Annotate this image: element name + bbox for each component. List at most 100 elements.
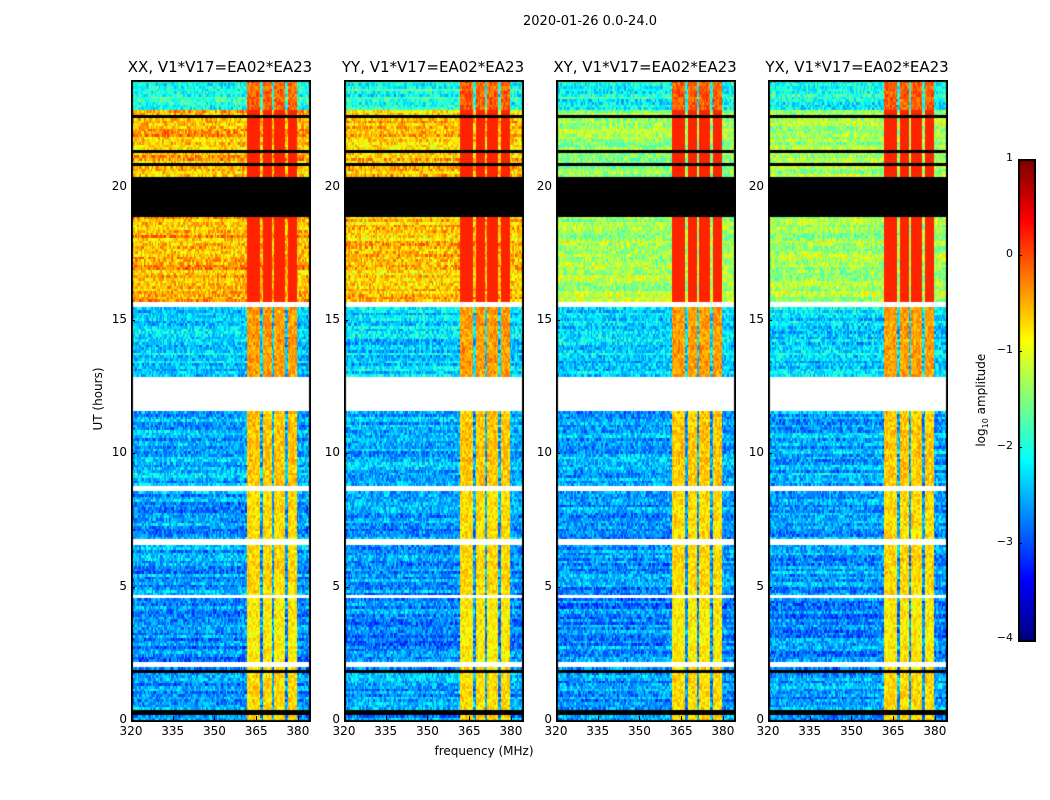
x-tick-mark — [172, 716, 174, 720]
x-tick-label: 380 — [711, 724, 735, 738]
x-tick-mark — [427, 716, 429, 720]
y-tick-mark — [556, 186, 560, 188]
colorbar-tick-mark — [1018, 543, 1022, 544]
y-tick-mark — [131, 453, 135, 455]
x-tick-label: 380 — [499, 724, 523, 738]
x-tick-mark — [131, 716, 132, 720]
colorbar-tick-label: −1 — [996, 343, 1013, 356]
panel-title: XY, V1*V17=EA02*EA23 — [553, 58, 737, 76]
y-tick-label: 10 — [748, 445, 764, 460]
x-tick-label: 320 — [332, 724, 356, 738]
x-axis-label: frequency (MHz) — [434, 744, 534, 758]
x-tick-mark — [809, 716, 811, 720]
x-tick-label: 365 — [669, 724, 693, 738]
x-tick-mark — [597, 716, 599, 720]
y-tick-mark — [768, 453, 772, 455]
x-tick-label: 320 — [756, 724, 780, 738]
y-tick-label: 5 — [119, 578, 127, 593]
y-tick-mark — [768, 186, 772, 188]
panel-title: YX, V1*V17=EA02*EA23 — [765, 58, 949, 76]
panel-title: XX, V1*V17=EA02*EA23 — [127, 58, 313, 76]
y-tick-label: 0 — [544, 712, 552, 726]
colorbar-tick-mark — [1018, 159, 1022, 160]
y-tick-label: 10 — [111, 445, 127, 460]
figure-title: 2020-01-26 0.0-24.0 — [523, 14, 657, 29]
x-tick-label: 335 — [161, 724, 185, 738]
y-tick-mark — [131, 320, 135, 321]
y-tick-mark — [344, 586, 348, 588]
colorbar-tick-label: −4 — [996, 631, 1013, 644]
y-tick-mark — [131, 586, 135, 588]
y-tick-label: 15 — [324, 312, 340, 326]
y-tick-mark — [344, 186, 348, 188]
y-tick-label: 20 — [748, 178, 764, 193]
y-tick-mark — [556, 320, 560, 321]
x-tick-label: 365 — [244, 724, 268, 738]
panel-title: YY, V1*V17=EA02*EA23 — [341, 58, 525, 76]
y-tick-label: 0 — [119, 712, 127, 726]
y-tick-mark — [344, 320, 348, 321]
x-tick-label: 335 — [374, 724, 398, 738]
spectrogram-panel — [344, 80, 524, 722]
y-tick-mark — [768, 586, 772, 588]
x-tick-mark — [851, 716, 853, 720]
x-tick-label: 365 — [881, 724, 905, 738]
y-tick-label: 15 — [536, 312, 552, 326]
y-tick-label: 5 — [332, 578, 340, 593]
x-tick-label: 335 — [798, 724, 822, 738]
y-tick-label: 5 — [544, 578, 552, 593]
y-tick-label: 20 — [324, 178, 340, 193]
y-tick-mark — [556, 720, 560, 721]
y-tick-label: 15 — [748, 312, 764, 326]
x-tick-label: 380 — [923, 724, 947, 738]
y-tick-mark — [556, 453, 560, 455]
colorbar-tick-label: −2 — [996, 439, 1013, 452]
y-tick-label: 20 — [111, 178, 127, 193]
x-tick-label: 320 — [119, 724, 143, 738]
x-tick-label: 335 — [586, 724, 610, 738]
spectrogram-panel — [768, 80, 948, 722]
colorbar-tick-mark — [1018, 351, 1022, 352]
y-tick-label: 0 — [332, 712, 340, 726]
x-tick-mark — [256, 716, 258, 720]
colorbar-tick-label: 0 — [1006, 247, 1013, 260]
y-tick-label: 5 — [756, 578, 764, 593]
x-tick-mark — [768, 716, 769, 720]
spectrogram-panel — [131, 80, 311, 722]
y-tick-mark — [768, 320, 772, 321]
x-tick-mark — [469, 716, 471, 720]
colorbar-tick-mark — [1018, 255, 1022, 256]
y-tick-label: 0 — [756, 712, 764, 726]
y-tick-mark — [344, 453, 348, 455]
x-tick-label: 350 — [415, 724, 439, 738]
x-tick-mark — [722, 716, 724, 720]
colorbar — [1018, 159, 1036, 642]
x-tick-label: 365 — [457, 724, 481, 738]
colorbar-label: log10 amplitude — [973, 353, 991, 447]
y-tick-mark — [768, 720, 772, 721]
x-tick-mark — [344, 716, 345, 720]
x-tick-mark — [510, 716, 512, 720]
y-axis-label: UT (hours) — [91, 367, 105, 431]
x-tick-mark — [214, 716, 216, 720]
x-tick-mark — [893, 716, 895, 720]
x-tick-mark — [297, 716, 299, 720]
y-tick-mark — [131, 186, 135, 188]
x-tick-label: 350 — [202, 724, 226, 738]
y-tick-mark — [556, 586, 560, 588]
x-tick-mark — [556, 716, 557, 720]
x-tick-mark — [385, 716, 387, 720]
x-tick-mark — [681, 716, 683, 720]
y-tick-label: 20 — [536, 178, 552, 193]
y-tick-mark — [344, 720, 348, 721]
y-tick-label: 10 — [536, 445, 552, 460]
x-tick-label: 350 — [839, 724, 863, 738]
x-tick-mark — [934, 716, 936, 720]
y-tick-mark — [131, 720, 135, 721]
y-tick-label: 15 — [111, 312, 127, 326]
x-tick-mark — [639, 716, 641, 720]
colorbar-tick-label: 1 — [1006, 151, 1013, 164]
x-tick-label: 380 — [286, 724, 310, 738]
x-tick-label: 350 — [627, 724, 651, 738]
